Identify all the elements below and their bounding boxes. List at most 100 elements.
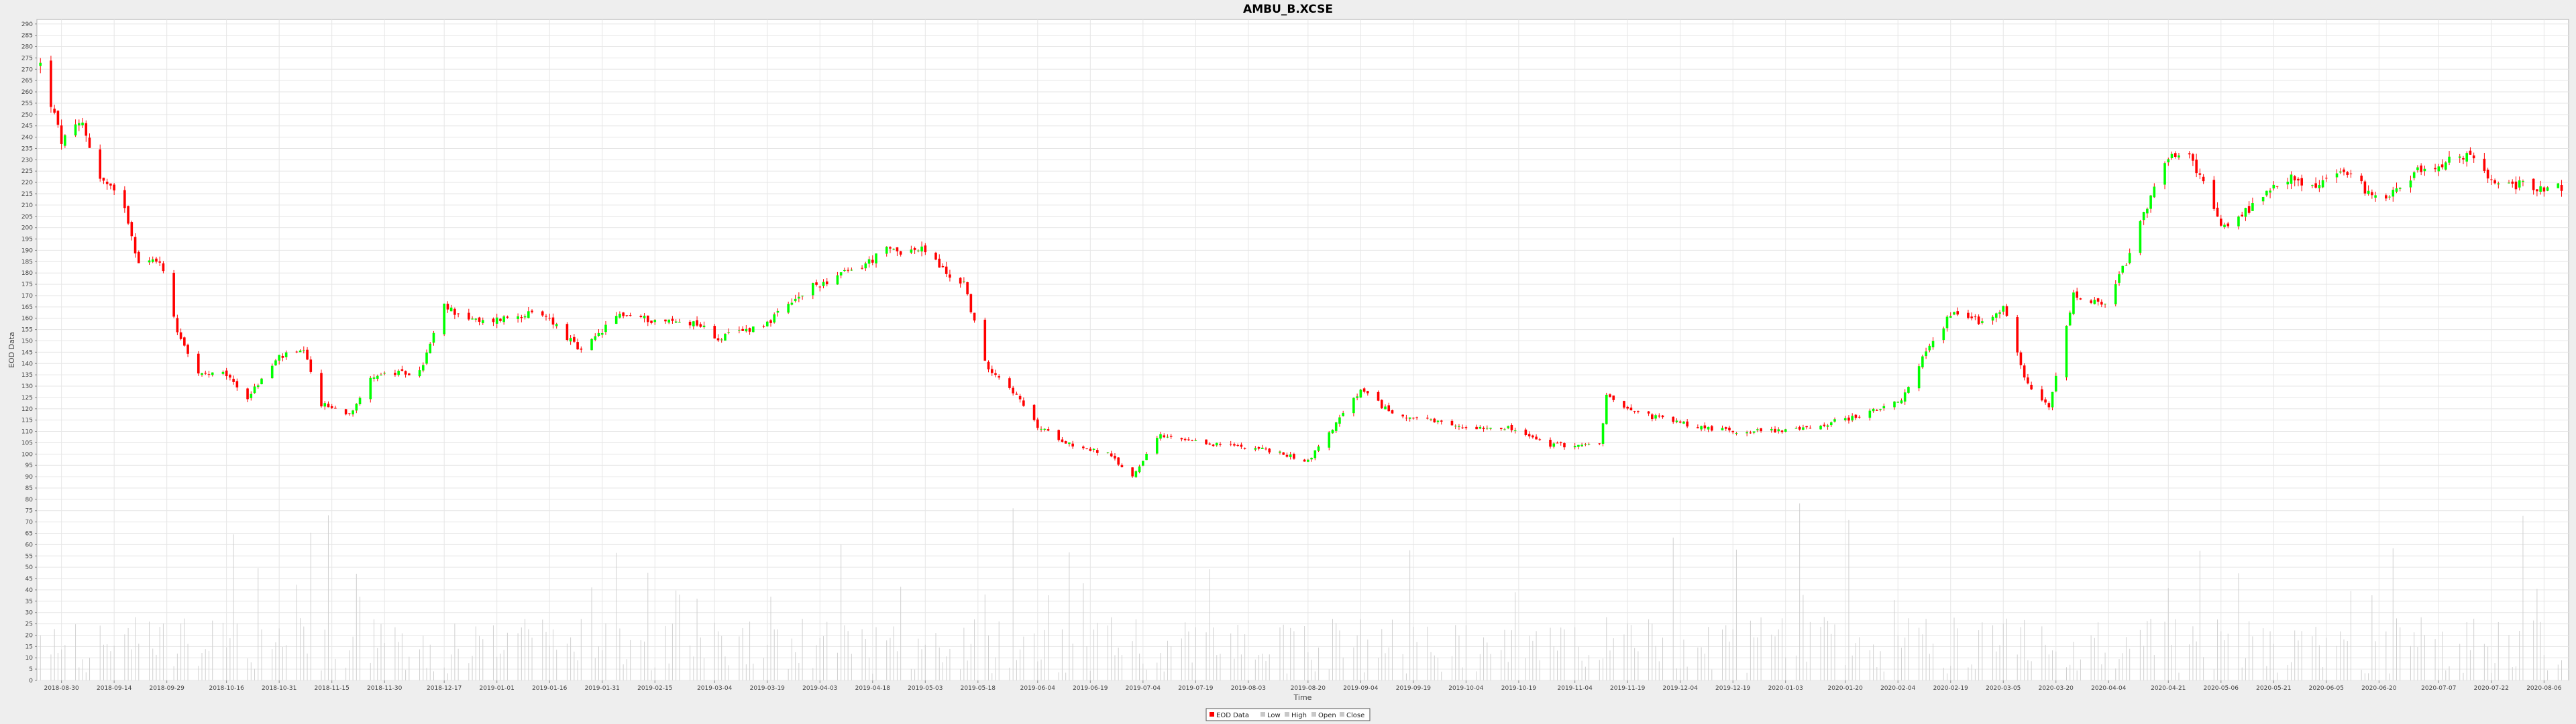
y-tick-label: 5: [29, 666, 33, 673]
candle-body: [1896, 402, 1900, 403]
candle-body: [1279, 451, 1281, 453]
candle-body: [1731, 430, 1735, 432]
candle-body: [2539, 186, 2542, 192]
candle-body: [1843, 418, 1847, 421]
candle-body: [309, 359, 313, 372]
candle-body: [1552, 443, 1556, 447]
y-tick-label: 230: [21, 157, 33, 164]
candle-body: [1527, 434, 1531, 436]
candle-body: [1342, 412, 1344, 416]
candle-body: [1647, 411, 1650, 414]
y-tick-label: 255: [21, 101, 33, 107]
y-tick-label: 120: [21, 406, 33, 413]
candle-body: [1338, 417, 1341, 424]
candle-body: [934, 252, 937, 260]
candle-body: [2047, 403, 2051, 408]
candle-body: [1095, 450, 1099, 453]
candle-body: [1774, 428, 1776, 432]
candle-body: [520, 316, 523, 318]
x-tick-label: 2019-12-04: [1663, 685, 1699, 692]
x-tick-label: 2020-04-21: [2151, 685, 2186, 692]
candle-body: [2244, 208, 2247, 217]
candle-body: [1851, 416, 1854, 421]
candle-body: [306, 349, 309, 360]
candle-body: [2100, 302, 2103, 305]
candle-body: [299, 350, 302, 353]
x-tick-label: 2019-07-19: [1178, 685, 1214, 692]
candle-body: [551, 317, 555, 325]
candle-body: [2275, 186, 2279, 187]
candle-body: [1134, 471, 1138, 477]
candle-body: [748, 328, 751, 332]
candle-body: [966, 282, 969, 294]
candle-body: [949, 274, 951, 278]
candle-body: [1833, 419, 1836, 422]
candle-body: [1532, 435, 1534, 438]
candle-body: [2068, 312, 2072, 326]
candle-body: [1328, 432, 1331, 448]
y-tick-label: 185: [21, 259, 33, 265]
candle-body: [1721, 428, 1724, 431]
candle-body: [1882, 406, 1886, 409]
candle-body: [1240, 444, 1243, 447]
candle-body: [2251, 203, 2254, 211]
candle-body: [1633, 411, 1636, 412]
candle-body: [2511, 181, 2514, 184]
candle-body: [590, 339, 593, 351]
candle-body: [176, 318, 179, 333]
candle-body: [1805, 426, 1808, 428]
candle-body: [256, 385, 260, 387]
candle-body: [527, 311, 530, 318]
candle-body: [1711, 426, 1713, 431]
candle-body: [1612, 396, 1615, 400]
candle-body: [2142, 212, 2145, 221]
candle-body: [1408, 417, 1411, 419]
y-tick-label: 205: [21, 214, 33, 221]
candle-body: [818, 286, 822, 288]
candle-body: [2335, 173, 2339, 178]
candle-body: [1356, 396, 1358, 398]
candle-body: [720, 339, 723, 341]
x-tick-label: 2019-11-04: [1558, 685, 1593, 692]
x-tick-label: 2020-01-20: [1828, 685, 1864, 692]
candle-body: [2178, 155, 2180, 158]
candle-body: [1092, 448, 1095, 450]
candle-body: [773, 314, 776, 323]
plot-area: [36, 19, 2569, 681]
candle-body: [2023, 365, 2026, 378]
x-tick-label: 2019-07-04: [1126, 685, 1161, 692]
candle-body: [1293, 454, 1295, 459]
candle-body: [1893, 402, 1896, 408]
candle-body: [836, 275, 839, 285]
y-tick-label: 35: [25, 599, 33, 605]
candle-body: [372, 377, 376, 379]
y-tick-label: 30: [25, 610, 34, 617]
candle-body: [1510, 425, 1513, 430]
candle-body: [471, 318, 474, 320]
candle-body: [1254, 448, 1257, 450]
candle-body: [2416, 167, 2419, 170]
candle-body: [1043, 428, 1046, 430]
legend: EOD Data Low High Open Close: [1205, 708, 1371, 721]
candle-body: [2079, 298, 2082, 300]
candle-body: [2318, 185, 2321, 188]
candle-body: [1535, 436, 1538, 440]
candle-body: [643, 315, 646, 318]
candle-body: [1756, 429, 1759, 430]
candle-body: [664, 319, 667, 322]
candle-body: [1760, 428, 1762, 432]
candle-body: [541, 311, 544, 316]
candle-body: [580, 348, 583, 350]
candle-body: [1974, 316, 1977, 318]
candle-body: [1289, 454, 1292, 457]
candle-body: [576, 342, 579, 350]
candle-body: [2514, 181, 2518, 190]
candle-body: [1728, 427, 1731, 430]
candle-body: [1313, 450, 1317, 459]
candle-body: [158, 261, 162, 263]
candle-body: [945, 266, 948, 274]
candle-body: [566, 324, 569, 341]
candle-body: [1503, 429, 1506, 430]
candle-body: [2163, 163, 2166, 185]
x-tick-label: 2019-10-04: [1448, 685, 1484, 692]
